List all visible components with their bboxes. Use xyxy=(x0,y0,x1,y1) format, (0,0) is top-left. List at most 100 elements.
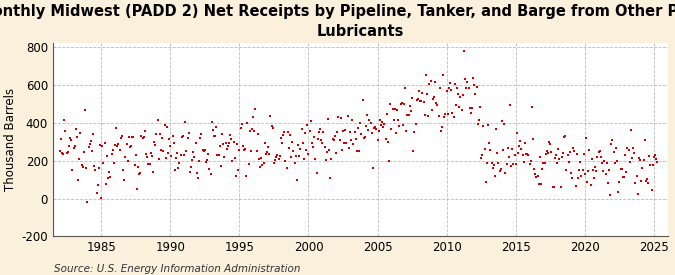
Point xyxy=(391,131,402,135)
Point xyxy=(238,148,249,153)
Point xyxy=(532,174,543,178)
Point xyxy=(424,82,435,87)
Point xyxy=(327,137,338,141)
Point xyxy=(113,142,124,146)
Point xyxy=(618,175,629,180)
Point xyxy=(277,133,288,137)
Point xyxy=(308,134,319,139)
Point xyxy=(378,125,389,130)
Point xyxy=(294,153,304,158)
Point xyxy=(448,115,459,119)
Point xyxy=(89,164,100,169)
Point xyxy=(510,161,521,166)
Point xyxy=(146,154,157,158)
Point xyxy=(221,147,232,151)
Point xyxy=(178,134,188,138)
Point xyxy=(483,123,493,128)
Point xyxy=(431,100,441,105)
Point xyxy=(531,175,542,179)
Point xyxy=(571,152,582,157)
Point xyxy=(242,120,253,125)
Point xyxy=(180,120,190,125)
Point xyxy=(148,170,159,175)
Point xyxy=(304,129,315,133)
Point xyxy=(452,86,462,90)
Point xyxy=(163,151,173,155)
Point xyxy=(225,133,236,138)
Point xyxy=(537,167,547,171)
Point xyxy=(164,137,175,141)
Point xyxy=(423,114,433,118)
Point xyxy=(340,128,351,133)
Point xyxy=(587,168,598,173)
Point xyxy=(186,165,196,169)
Point xyxy=(622,145,632,150)
Point xyxy=(643,181,653,185)
Point xyxy=(140,129,151,134)
Point xyxy=(539,161,550,165)
Point xyxy=(364,118,375,122)
Point xyxy=(570,184,581,189)
Point xyxy=(363,128,374,132)
Point xyxy=(277,141,288,145)
Point xyxy=(636,179,647,183)
Point xyxy=(465,111,476,116)
Point xyxy=(75,131,86,135)
Point xyxy=(129,163,140,167)
Point xyxy=(404,104,415,108)
Point xyxy=(626,128,637,133)
Point xyxy=(112,144,123,148)
Point xyxy=(134,172,144,176)
Point xyxy=(167,134,178,138)
Point xyxy=(246,127,257,132)
Point xyxy=(486,161,497,166)
Point xyxy=(523,153,534,157)
Point xyxy=(184,170,195,174)
Point xyxy=(121,142,132,146)
Point xyxy=(462,80,472,84)
Point xyxy=(348,142,358,146)
Point xyxy=(589,176,599,181)
Point xyxy=(176,135,187,139)
Point xyxy=(223,141,234,145)
Point xyxy=(293,143,304,148)
Point xyxy=(105,175,116,179)
Point xyxy=(192,176,203,181)
Point xyxy=(561,168,572,172)
Point xyxy=(379,122,390,127)
Point xyxy=(610,145,621,150)
Point xyxy=(598,169,609,174)
Point xyxy=(58,152,69,156)
Point xyxy=(411,98,422,103)
Point xyxy=(371,126,382,131)
Point xyxy=(530,172,541,176)
Point xyxy=(569,148,580,153)
Point xyxy=(438,73,449,77)
Point xyxy=(576,173,587,178)
Point xyxy=(414,98,425,103)
Point xyxy=(91,191,102,195)
Point xyxy=(188,150,198,154)
Point xyxy=(476,156,487,160)
Point xyxy=(115,136,126,140)
Point xyxy=(251,149,262,154)
Point xyxy=(393,118,404,122)
Point xyxy=(254,157,265,161)
Point xyxy=(406,95,417,100)
Point xyxy=(492,150,503,155)
Point xyxy=(297,141,308,145)
Point xyxy=(76,163,87,167)
Point xyxy=(257,163,268,167)
Point xyxy=(489,163,500,167)
Point xyxy=(202,158,213,163)
Point xyxy=(471,84,482,89)
Point xyxy=(369,126,379,130)
Point xyxy=(98,160,109,165)
Point xyxy=(574,168,585,172)
Point xyxy=(153,157,164,161)
Point xyxy=(338,129,348,133)
Point xyxy=(517,153,528,157)
Point xyxy=(336,148,347,153)
Point xyxy=(246,149,256,154)
Point xyxy=(595,148,605,153)
